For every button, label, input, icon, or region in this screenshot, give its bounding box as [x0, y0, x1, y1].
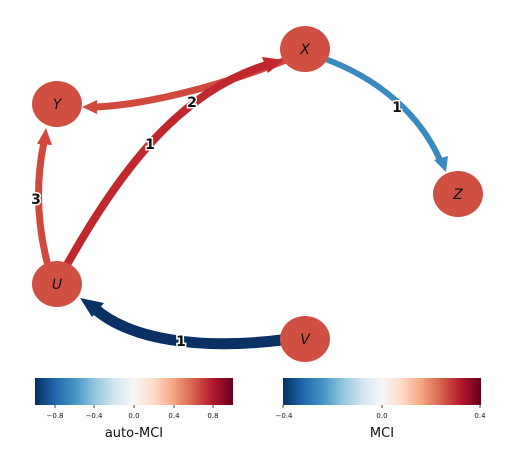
colorbar-mci-tick-label: 0.4: [474, 412, 486, 420]
colorbar-auto-mci-gradient: [35, 378, 233, 405]
node-u: U: [32, 261, 82, 307]
node-y: Y: [32, 81, 82, 127]
colorbar-mci-title: MCI: [370, 426, 394, 441]
edge-x-to-y-arrowhead: [82, 100, 97, 114]
edge-v-to-u: [88, 302, 288, 350]
edge-label-u-y: 3: [31, 192, 41, 208]
node-v: V: [280, 316, 330, 362]
edge-x-to-z: [325, 57, 443, 163]
colorbar-mci-gradient: [283, 378, 481, 405]
edge-label-x-z: 1: [392, 100, 402, 116]
node-z-label: Z: [452, 187, 463, 203]
colorbar-auto-mci: −0.8 −0.4 0.0 0.4 0.8 auto-MCI: [35, 378, 233, 441]
edge-u-to-y: [34, 138, 52, 270]
node-x: X: [280, 26, 330, 72]
edge-u-to-y-arrowhead: [37, 128, 52, 145]
edge-label-u-x: 1: [145, 137, 155, 153]
node-v-label: V: [300, 332, 311, 348]
edge-u-to-x: [60, 60, 274, 274]
colorbar-mci-tick-label: 0.0: [376, 412, 387, 420]
edges-layer: [34, 56, 448, 350]
colorbar-auto-mci-title: auto-MCI: [105, 426, 163, 441]
colorbar-auto-mci-tick-label: −0.8: [47, 412, 64, 420]
node-z: Z: [433, 171, 483, 217]
node-x-label: X: [299, 42, 310, 58]
colorbar-mci-tick-label: −0.4: [276, 412, 294, 420]
colorbar-mci: −0.4 0.0 0.4 MCI: [276, 378, 486, 441]
node-y-label: Y: [53, 97, 63, 113]
edge-label-x-y: 2: [187, 95, 197, 111]
colorbar-auto-mci-tick-label: 0.0: [128, 412, 139, 420]
edge-labels: 2 1 1 3 1: [30, 94, 404, 352]
nodes-layer: X Y Z U V: [32, 26, 483, 362]
node-u-label: U: [52, 277, 62, 293]
edge-label-v-u: 1: [176, 334, 186, 350]
edge-u-to-x-arrowhead: [262, 57, 284, 73]
colorbar-auto-mci-tick-label: −0.4: [86, 412, 104, 420]
colorbar-auto-mci-tick-label: 0.4: [168, 412, 180, 420]
colorbar-auto-mci-tick-label: 0.8: [207, 412, 218, 420]
edge-x-to-z-arrowhead: [434, 156, 448, 172]
edge-v-to-u-arrowhead: [80, 298, 104, 317]
